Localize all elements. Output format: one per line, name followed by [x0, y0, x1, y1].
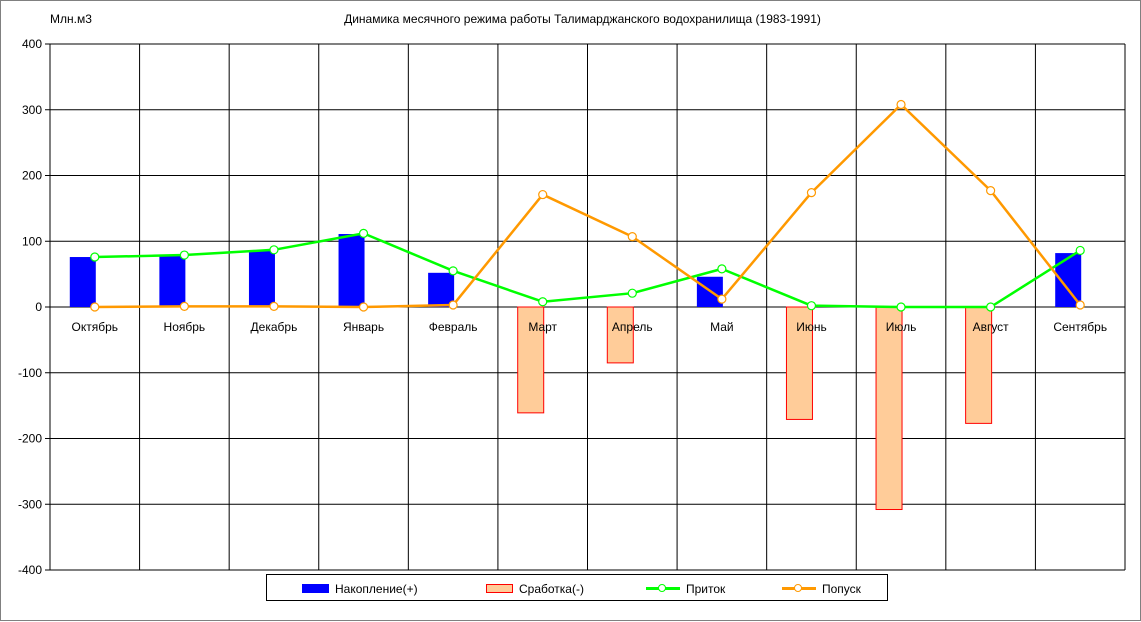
- point-inflow: [896, 302, 906, 312]
- legend: Накопление(+) Сработка(-) Приток Попуск: [266, 574, 888, 601]
- bar-accumulation: [159, 255, 186, 307]
- y-axis-unit-label: Млн.м3: [50, 12, 92, 26]
- point-release: [538, 189, 548, 200]
- point-release: [806, 187, 817, 198]
- y-tick-label: 100: [22, 234, 42, 248]
- point-inflow: [538, 297, 548, 307]
- bar-drawdown: [965, 306, 993, 424]
- bar-drawdown: [785, 306, 813, 420]
- legend-item-accumulation: Накопление(+): [302, 575, 418, 602]
- point-inflow: [448, 266, 458, 276]
- point-release: [90, 302, 100, 312]
- bar-accumulation: [338, 234, 365, 307]
- point-release: [627, 232, 637, 242]
- legend-swatch-accumulation: [302, 584, 329, 593]
- y-tick-label: -400: [18, 563, 42, 577]
- legend-swatch-drawdown: [486, 584, 513, 593]
- bar-accumulation: [248, 250, 275, 307]
- bar-drawdown: [606, 306, 634, 364]
- y-tick-label: -100: [18, 366, 42, 380]
- point-inflow: [627, 288, 637, 298]
- point-inflow: [358, 228, 369, 238]
- y-tick-label: -200: [18, 432, 42, 446]
- legend-label-inflow: Приток: [686, 581, 726, 596]
- y-tick-label: -300: [18, 497, 42, 511]
- bar-drawdown: [875, 306, 903, 511]
- y-tick-label: 200: [22, 169, 42, 183]
- x-tick-label: Ноябрь: [164, 320, 206, 334]
- x-tick-label: Май: [710, 320, 734, 334]
- x-tick-label: Апрель: [612, 320, 653, 334]
- legend-label-drawdown: Сработка(-): [519, 581, 584, 596]
- x-tick-label: Октябрь: [72, 320, 119, 334]
- legend-item-release: Попуск: [782, 575, 861, 602]
- legend-label-accumulation: Накопление(+): [335, 581, 418, 596]
- line-release: [94, 103, 1082, 309]
- point-release: [986, 186, 996, 196]
- y-tick-label: 300: [22, 103, 42, 117]
- point-inflow: [269, 245, 279, 255]
- legend-swatch-inflow: [646, 584, 680, 593]
- x-tick-labels: Октябрь Ноябрь Декабрь Январь Февраль Март Апр…: [72, 320, 1108, 334]
- x-tick-label: Сентябрь: [1053, 320, 1107, 334]
- chart-title: Динамика месячного режима работы Талимар…: [344, 12, 821, 26]
- point-release: [896, 99, 906, 110]
- point-inflow: [986, 302, 996, 312]
- line-series: [90, 99, 1085, 312]
- x-tick-label: Февраль: [429, 320, 478, 334]
- x-tick-label: Март: [528, 320, 557, 334]
- point-inflow: [717, 264, 727, 274]
- point-inflow: [806, 301, 817, 311]
- point-release: [1075, 300, 1085, 310]
- point-inflow: [179, 250, 189, 260]
- point-release: [269, 301, 279, 311]
- bar-drawdown: [517, 306, 545, 414]
- point-inflow: [1075, 245, 1085, 256]
- point-release: [358, 302, 369, 312]
- legend-swatch-release: [782, 584, 816, 593]
- x-tick-label: Август: [973, 320, 1010, 334]
- x-tick-label: Июнь: [796, 320, 827, 334]
- point-release: [179, 301, 189, 311]
- point-release: [448, 300, 458, 310]
- line-inflow: [94, 232, 1081, 309]
- y-tick-label: 0: [35, 300, 42, 314]
- legend-item-inflow: Приток: [646, 575, 725, 602]
- bar-accumulation: [428, 272, 455, 307]
- bar-accumulation: [69, 257, 96, 307]
- y-tick-labels: 400 300 200 100 0 -100 -200 -300 -400: [18, 37, 42, 577]
- x-tick-label: Декабрь: [251, 320, 298, 334]
- y-tick-label: 400: [22, 37, 42, 51]
- x-tick-label: Июль: [886, 320, 917, 334]
- point-inflow: [90, 252, 100, 262]
- x-tick-label: Январь: [343, 320, 384, 334]
- point-release: [717, 294, 727, 304]
- legend-item-drawdown: Сработка(-): [486, 575, 584, 602]
- bar-marks: [69, 234, 1082, 511]
- legend-label-release: Попуск: [822, 581, 861, 596]
